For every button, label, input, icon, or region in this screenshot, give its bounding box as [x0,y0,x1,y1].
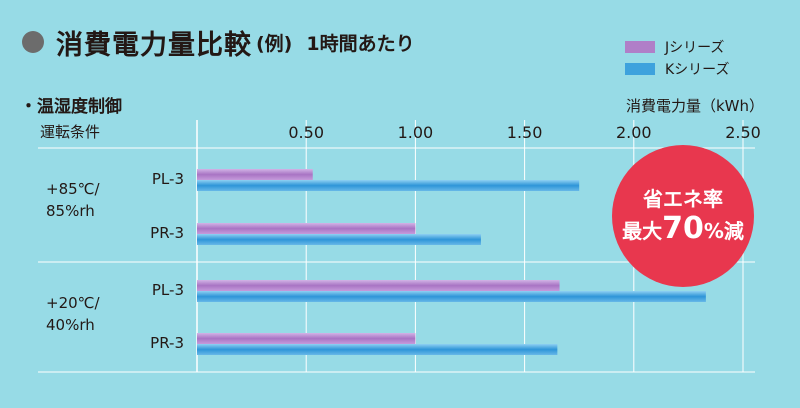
condition-label-85: +85℃/ 85%rh [46,178,100,222]
energy-saving-badge: 省エネ率 最大70%減 [612,145,754,287]
condition-line1: +20℃/ [46,294,100,312]
x-tick-label: 1.50 [507,123,543,142]
badge-line1: 省エネ率 [643,187,723,211]
x-tick-label: 2.00 [616,123,652,142]
legend-swatch-k [625,63,655,75]
legend-label-k: Kシリーズ [665,62,730,78]
x-tick-label: 0.50 [288,123,324,142]
legend-label-j: Jシリーズ [665,40,725,56]
x-tick-label: 2.50 [725,123,761,142]
x-axis-title: 消費電力量（kWh） [626,97,765,115]
x-tick-label: 1.00 [398,123,434,142]
legend-swatch-j [625,41,655,53]
section-heading: ・温湿度制御 [20,97,122,117]
legend: Jシリーズ Kシリーズ [625,36,729,80]
bar-k [197,234,481,245]
title-paren: (例) [256,32,293,55]
badge-prefix: 最大 [622,219,663,243]
condition-line1: +85℃/ [46,180,100,198]
condition-line2: 40%rh [46,316,95,334]
chart-title: 消費電力量比較 (例) 1時間あたり [22,22,415,62]
legend-item-j: Jシリーズ [625,36,729,58]
category-label: PL-3 [152,281,184,299]
bullet-icon [22,31,44,53]
category-label: PR-3 [150,334,184,352]
condition-header: 運転条件 [40,123,101,141]
category-label: PL-3 [152,170,184,188]
badge-suffix: %減 [703,219,744,243]
badge-percent: 70 [662,211,704,246]
condition-line2: 85%rh [46,202,95,220]
bar-j [197,280,560,291]
title-sub: 1時間あたり [306,32,415,55]
bar-k [197,344,558,355]
legend-item-k: Kシリーズ [625,58,729,80]
bar-k [197,291,706,302]
bar-j [197,223,416,234]
condition-label-20: +20℃/ 40%rh [46,292,100,336]
bar-j [197,333,416,344]
bar-j [197,169,313,180]
category-label: PR-3 [150,224,184,242]
bar-k [197,180,580,191]
title-main: 消費電力量比較 [56,29,252,61]
badge-line2: 最大70%減 [622,213,744,247]
